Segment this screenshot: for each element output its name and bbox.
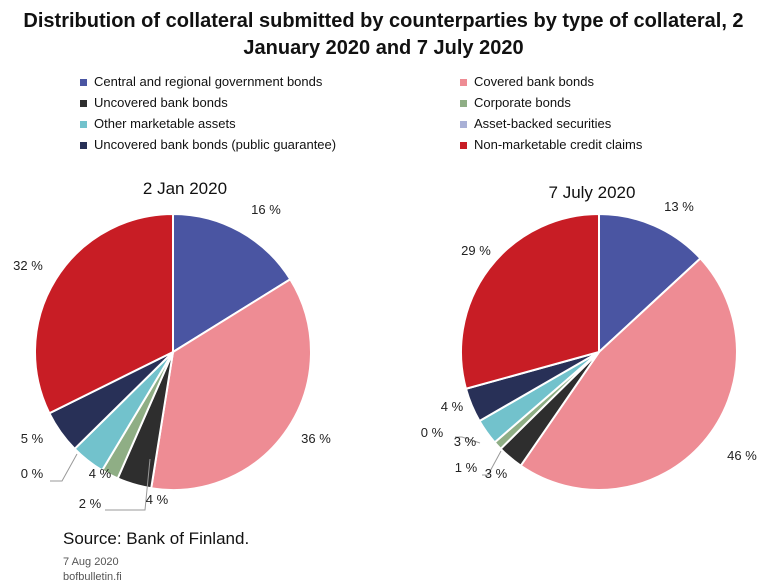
pie-chart: 16 % 36 % 4 % 2 % 4 % 0 % 5 % 32 % 2 Jan 2020 (13, 179, 331, 511)
legend-swatch (80, 141, 87, 149)
slice-label: 3 % (485, 466, 508, 481)
legend-swatch (80, 120, 87, 128)
site-name: bofbulletin.fi (63, 571, 122, 583)
legend-item: Corporate bonds (460, 95, 700, 111)
slice-label: 4 % (89, 466, 112, 481)
pie-title: 7 July 2020 (549, 183, 636, 202)
legend-label: Uncovered bank bonds (public guarantee) (94, 137, 337, 152)
legend-item: Other marketable assets (80, 116, 460, 132)
slice-label: 4 % (441, 399, 464, 414)
legend-label: Other marketable assets (94, 116, 236, 131)
slice-label: 36 % (301, 431, 331, 446)
slice-label: 4 % (146, 492, 169, 507)
pie-title: 2 Jan 2020 (143, 179, 227, 198)
legend-item: Covered bank bonds (460, 74, 700, 90)
pie-slice (460, 212, 600, 391)
legend-label: Uncovered bank bonds (94, 95, 228, 110)
legend-label: Non-marketable credit claims (474, 137, 643, 152)
pie-slice (150, 277, 313, 491)
slice-label: 5 % (21, 431, 44, 446)
leader-line (455, 436, 481, 444)
leader-line (482, 450, 502, 476)
legend-swatch (460, 120, 467, 128)
slice-label: 29 % (461, 243, 491, 258)
slice-label: 16 % (251, 202, 281, 217)
slice-label: 2 % (79, 496, 102, 511)
chart-title: Distribution of collateral submitted by … (10, 8, 757, 62)
legend-item: Non-marketable credit claims (460, 137, 700, 153)
legend-swatch (80, 78, 87, 86)
legend: Central and regional government bonds Co… (80, 74, 700, 153)
legend-label: Central and regional government bonds (94, 74, 323, 89)
legend-swatch (460, 141, 467, 149)
legend-swatch (460, 78, 467, 86)
legend-label: Covered bank bonds (474, 74, 594, 89)
legend-item: Asset-backed securities (460, 116, 700, 132)
legend-item: Uncovered bank bonds (80, 95, 460, 111)
legend-label: Corporate bonds (474, 95, 571, 110)
pie-slice (34, 212, 174, 415)
slice-label: 0 % (421, 425, 444, 440)
chart-title-line-2: January 2020 and 7 July 2020 (243, 37, 524, 59)
pie-slice (598, 212, 702, 355)
slice-label: 46 % (727, 448, 757, 463)
slice-label: 32 % (13, 258, 43, 273)
legend-label: Asset-backed securities (474, 116, 612, 131)
legend-swatch (80, 99, 87, 107)
slice-label: 0 % (21, 466, 44, 481)
leader-line (50, 453, 78, 482)
legend-item: Uncovered bank bonds (public guarantee) (80, 137, 460, 153)
source-note: Source: Bank of Finland. (63, 529, 250, 548)
legend-item: Central and regional government bonds (80, 74, 460, 90)
pie-chart: 13 % 46 % 3 % 1 % 3 % 0 % 4 % 29 % 7 July 2020 (421, 183, 757, 491)
legend-swatch (460, 99, 467, 107)
slice-label: 3 % (454, 434, 477, 449)
slice-label: 1 % (455, 460, 478, 475)
pie-slice (519, 256, 738, 491)
publication-date: 7 Aug 2020 (63, 556, 119, 568)
chart-title-line-1: Distribution of collateral submitted by … (23, 10, 744, 32)
slice-label: 13 % (664, 199, 694, 214)
leader-line (105, 458, 151, 511)
pie-slice (172, 212, 292, 354)
